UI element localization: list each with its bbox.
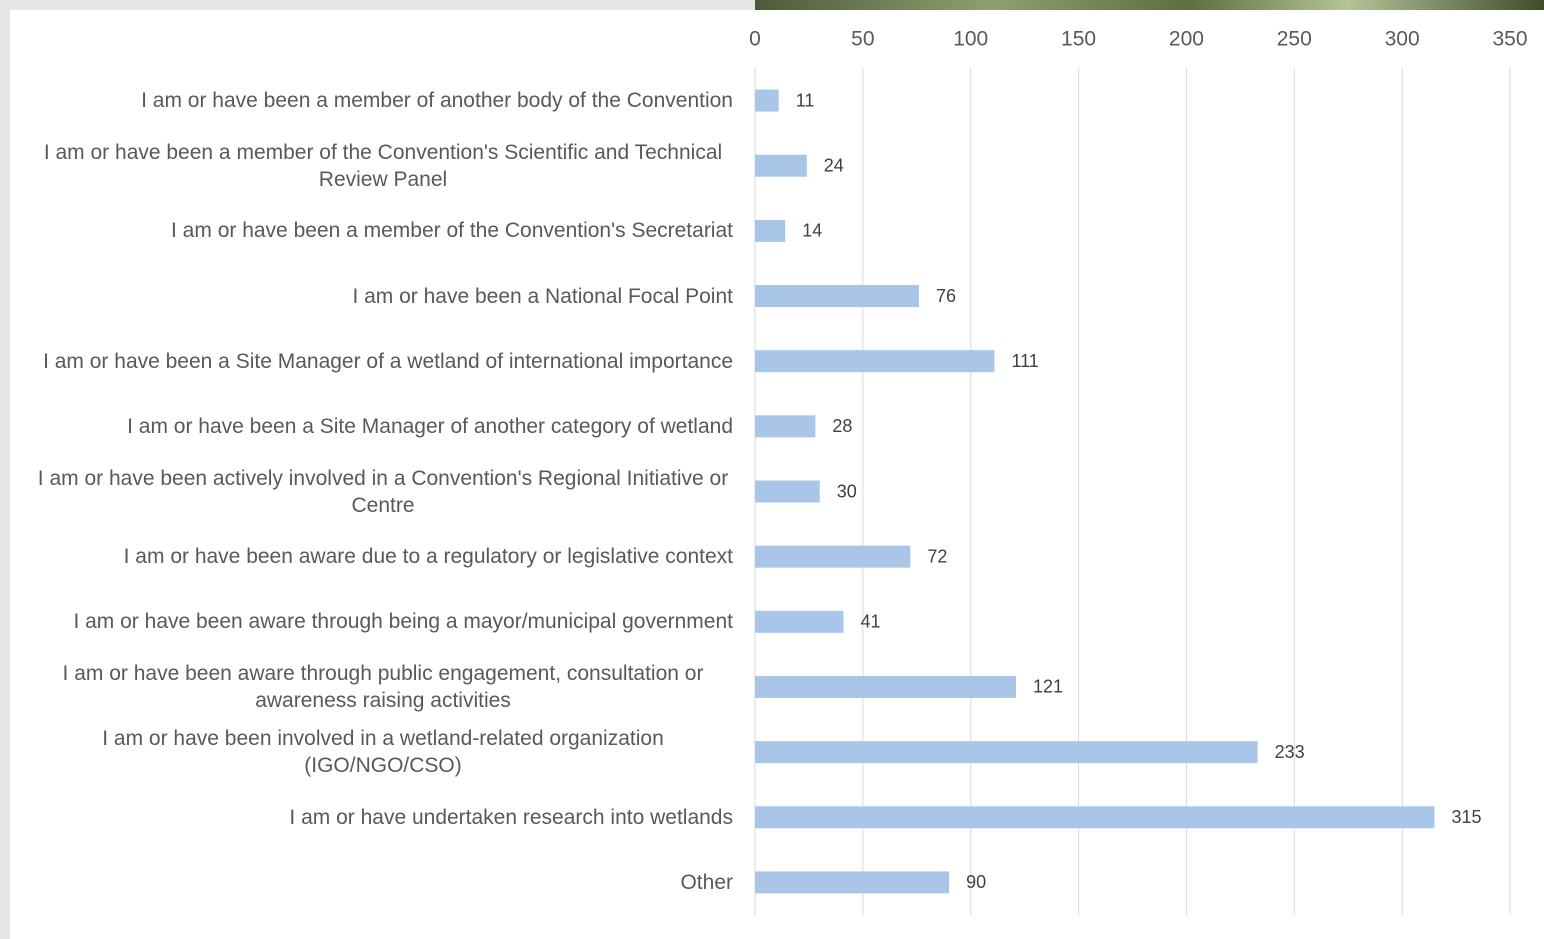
bar bbox=[755, 89, 779, 112]
data-label: 24 bbox=[824, 155, 844, 175]
header-photo bbox=[755, 0, 1544, 10]
x-tick-label: 250 bbox=[1277, 28, 1312, 51]
data-label: 233 bbox=[1275, 742, 1305, 762]
data-label: 41 bbox=[860, 612, 880, 632]
y-tick-label: I am or have been a Site Manager of anot… bbox=[127, 414, 733, 438]
bar bbox=[755, 285, 919, 308]
category-label-box: I am or have undertaken research into we… bbox=[13, 787, 733, 847]
y-tick-label: I am or have been a member of another bo… bbox=[141, 89, 733, 113]
category-label-box: I am or have been aware due to a regulat… bbox=[13, 527, 733, 587]
category-label-box: I am or have been a member of the Conven… bbox=[13, 201, 733, 261]
y-tick-label: I am or have undertaken research into we… bbox=[289, 805, 733, 829]
x-tick-label: 100 bbox=[953, 28, 988, 51]
x-tick-label: 300 bbox=[1385, 28, 1420, 51]
bar bbox=[755, 480, 820, 503]
y-tick-label: I am or have been a National Focal Point bbox=[352, 284, 733, 308]
data-label: 111 bbox=[1011, 351, 1038, 371]
bar bbox=[755, 154, 807, 177]
bar bbox=[755, 675, 1017, 698]
category-label-box: I am or have been actively involved in a… bbox=[13, 462, 733, 522]
bar bbox=[755, 350, 995, 373]
category-label-box: I am or have been a Site Manager of a we… bbox=[13, 331, 733, 391]
y-tick-label: I am or have been a member of the Conven… bbox=[171, 219, 733, 243]
category-label-box: I am or have been a member of the Conven… bbox=[13, 136, 733, 196]
y-tick-label: I am or have been involved in a wetland-… bbox=[102, 727, 664, 778]
y-tick-label: I am or have been actively involved in a… bbox=[37, 466, 729, 517]
y-tick-label: I am or have been a Site Manager of a we… bbox=[43, 349, 733, 373]
data-label: 28 bbox=[832, 416, 852, 436]
category-label-box: I am or have been a member of another bo… bbox=[13, 71, 733, 131]
x-tick-label: 150 bbox=[1061, 28, 1096, 51]
x-tick-label: 350 bbox=[1492, 28, 1527, 51]
bar bbox=[755, 806, 1435, 829]
category-label-box: Other bbox=[13, 852, 733, 912]
y-tick-label: Other bbox=[680, 870, 733, 894]
category-label-box: I am or have been a National Focal Point bbox=[13, 266, 733, 326]
y-tick-label: I am or have been aware due to a regulat… bbox=[123, 545, 733, 569]
data-label: 76 bbox=[936, 286, 956, 306]
y-tick-label: I am or have been a member of the Conven… bbox=[43, 140, 723, 191]
y-tick-label: I am or have been aware through being a … bbox=[73, 610, 733, 634]
category-label-box: I am or have been involved in a wetland-… bbox=[13, 722, 733, 782]
data-label: 11 bbox=[796, 90, 815, 110]
data-label: 14 bbox=[802, 221, 822, 241]
y-tick-label: I am or have been aware through public e… bbox=[62, 661, 704, 712]
data-label: 30 bbox=[837, 481, 857, 501]
category-label-box: I am or have been aware through being a … bbox=[13, 592, 733, 652]
bar bbox=[755, 219, 786, 242]
x-tick-label: 0 bbox=[749, 28, 761, 51]
bar bbox=[755, 610, 844, 633]
x-tick-label: 50 bbox=[851, 28, 874, 51]
category-label-box: I am or have been aware through public e… bbox=[13, 657, 733, 717]
data-label: 72 bbox=[927, 546, 947, 566]
category-label-box: I am or have been a Site Manager of anot… bbox=[13, 396, 733, 456]
bar bbox=[755, 545, 911, 568]
data-label: 315 bbox=[1452, 807, 1482, 827]
bar bbox=[755, 415, 816, 438]
data-label: 121 bbox=[1033, 677, 1063, 697]
bar bbox=[755, 871, 950, 894]
data-label: 90 bbox=[966, 872, 986, 892]
bar bbox=[755, 741, 1258, 764]
x-tick-label: 200 bbox=[1169, 28, 1204, 51]
